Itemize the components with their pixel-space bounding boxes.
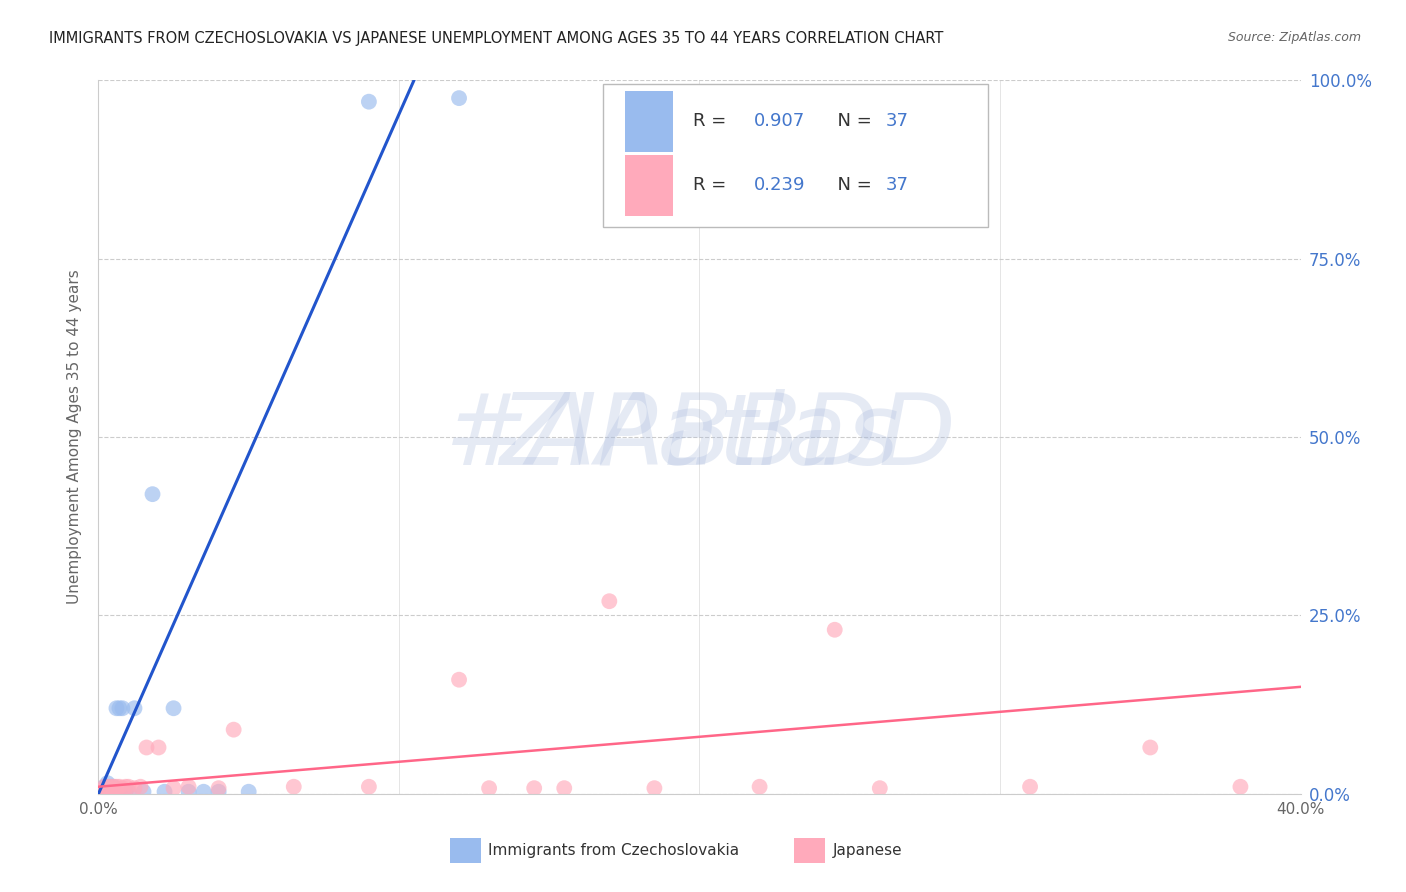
Point — [105, 783, 128, 797]
Point — [162, 701, 184, 715]
Point — [824, 623, 846, 637]
Text: 0.907: 0.907 — [754, 112, 804, 130]
Point — [93, 785, 115, 799]
Point — [105, 785, 128, 799]
Point — [114, 780, 136, 794]
Point — [238, 785, 260, 799]
Point — [869, 781, 891, 796]
Point — [100, 783, 122, 797]
Point — [148, 740, 170, 755]
Point — [100, 780, 122, 794]
Text: Immigrants from Czechoslovakia: Immigrants from Czechoslovakia — [488, 844, 740, 858]
Point — [1019, 780, 1042, 794]
Point — [111, 781, 134, 796]
Text: R =: R = — [693, 177, 733, 194]
Point — [598, 594, 620, 608]
Point — [90, 783, 112, 797]
Point — [132, 785, 155, 799]
Text: 0.239: 0.239 — [754, 177, 806, 194]
Text: 37: 37 — [886, 177, 908, 194]
Point — [103, 780, 125, 794]
Point — [90, 787, 112, 801]
Point — [93, 787, 115, 801]
Point — [628, 91, 651, 105]
Y-axis label: Unemployment Among Ages 35 to 44 years: Unemployment Among Ages 35 to 44 years — [67, 269, 83, 605]
Point — [105, 701, 128, 715]
Point — [357, 95, 380, 109]
Point — [108, 701, 131, 715]
Point — [643, 781, 665, 796]
Point — [141, 487, 163, 501]
Point — [129, 780, 152, 794]
Point — [162, 781, 184, 796]
Text: N =: N = — [825, 112, 877, 130]
Text: #AABBDD: #AABBDD — [444, 389, 955, 485]
Point — [124, 781, 146, 796]
Text: ZIPatlas: ZIPatlas — [499, 389, 900, 485]
Text: Source: ZipAtlas.com: Source: ZipAtlas.com — [1227, 31, 1361, 45]
Text: Japanese: Japanese — [832, 844, 903, 858]
Point — [177, 785, 200, 799]
Point — [100, 780, 122, 794]
Point — [447, 673, 470, 687]
Point — [523, 781, 546, 796]
Point — [553, 781, 575, 796]
Point — [96, 776, 118, 790]
Point — [105, 780, 128, 794]
Point — [93, 783, 115, 797]
FancyBboxPatch shape — [603, 84, 988, 227]
Point — [117, 780, 139, 794]
Point — [177, 780, 200, 794]
Text: 37: 37 — [886, 112, 908, 130]
Point — [93, 780, 115, 794]
Text: R =: R = — [693, 112, 733, 130]
Point — [103, 785, 125, 799]
Point — [103, 783, 125, 797]
Point — [103, 787, 125, 801]
Point — [117, 785, 139, 799]
Point — [96, 785, 118, 799]
Point — [96, 782, 118, 797]
Point — [90, 783, 112, 797]
Point — [478, 781, 501, 796]
Point — [100, 787, 122, 801]
Point — [208, 781, 231, 796]
Point — [283, 780, 305, 794]
Point — [96, 780, 118, 794]
Text: IMMIGRANTS FROM CZECHOSLOVAKIA VS JAPANESE UNEMPLOYMENT AMONG AGES 35 TO 44 YEAR: IMMIGRANTS FROM CZECHOSLOVAKIA VS JAPANE… — [49, 31, 943, 46]
Point — [93, 782, 115, 797]
Point — [100, 782, 122, 797]
Point — [114, 785, 136, 799]
Text: N =: N = — [825, 177, 877, 194]
Point — [103, 780, 125, 794]
Point — [96, 783, 118, 797]
Point — [108, 785, 131, 799]
Point — [208, 785, 231, 799]
Point — [153, 785, 176, 799]
Point — [193, 785, 215, 799]
Point — [96, 787, 118, 801]
Point — [124, 701, 146, 715]
Point — [111, 701, 134, 715]
Point — [108, 780, 131, 794]
Point — [357, 780, 380, 794]
Point — [447, 91, 470, 105]
FancyBboxPatch shape — [624, 91, 673, 152]
FancyBboxPatch shape — [624, 155, 673, 216]
Point — [1229, 780, 1251, 794]
Point — [93, 780, 115, 794]
Point — [100, 785, 122, 799]
Point — [1139, 740, 1161, 755]
Point — [222, 723, 245, 737]
Point — [748, 780, 770, 794]
Point — [96, 780, 118, 794]
Point — [135, 740, 157, 755]
